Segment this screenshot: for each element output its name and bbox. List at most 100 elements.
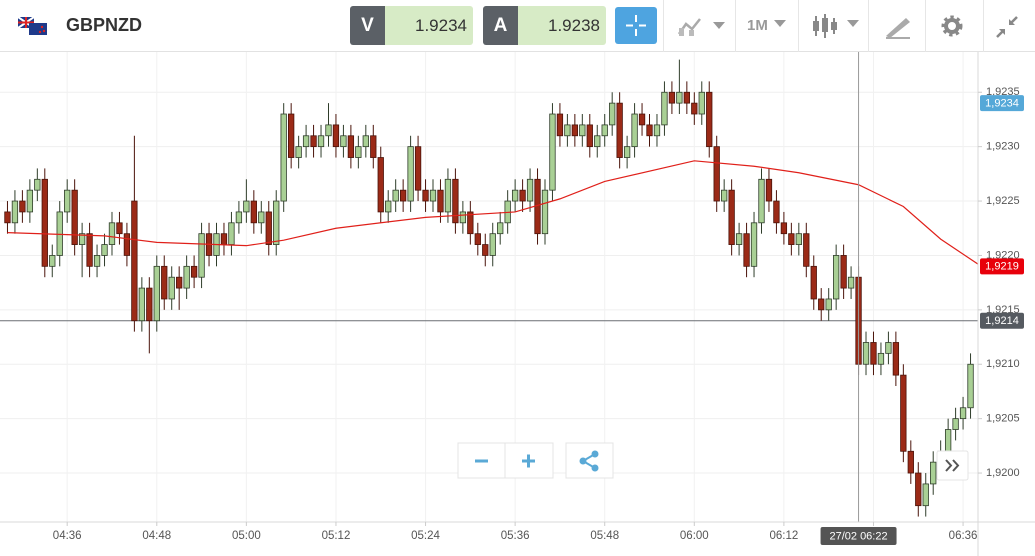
candle-body <box>810 265 817 300</box>
timeframe-button[interactable]: 1M <box>747 17 768 34</box>
candle-body <box>153 265 160 322</box>
draw-button[interactable] <box>884 14 912 40</box>
flag-icon <box>18 17 47 35</box>
chart-type-button[interactable] <box>676 14 728 38</box>
candle-body <box>713 146 720 202</box>
candle-body <box>444 178 452 213</box>
candle-body <box>459 211 467 224</box>
candle-body <box>123 233 131 256</box>
price-tag-label: 1,9219 <box>985 261 1019 273</box>
candle-body <box>922 483 929 507</box>
candle-body <box>877 352 885 365</box>
x-tick-label: 05:12 <box>322 530 351 542</box>
crosshair-label-box <box>820 527 897 545</box>
candle-body <box>452 178 459 224</box>
candle-body <box>108 222 116 245</box>
candle-body <box>915 472 922 507</box>
share-button[interactable] <box>565 442 614 479</box>
candle-body <box>64 189 71 213</box>
candle-body <box>340 135 347 148</box>
candle-body <box>34 178 41 191</box>
candle-body <box>370 135 377 158</box>
candle-body <box>317 135 325 148</box>
candle-body <box>930 461 937 485</box>
candle-body <box>176 276 183 289</box>
candle-body <box>273 200 280 245</box>
candle-body <box>482 244 489 256</box>
axes: 1,92001,92051,92101,92151,92201,92251,92… <box>0 52 1035 556</box>
candle-body <box>668 91 676 104</box>
candle-body <box>93 255 101 267</box>
candle-body <box>310 135 317 148</box>
candle-body <box>243 200 250 213</box>
candle-body <box>78 233 86 245</box>
candle-body <box>41 178 48 267</box>
candle-type-button[interactable] <box>812 12 860 40</box>
crosshair-label: 27/02 06:22 <box>829 530 887 542</box>
candle-body <box>407 146 414 202</box>
x-tick-label: 04:48 <box>142 530 171 542</box>
sell-price[interactable]: 1.9234 <box>385 6 473 45</box>
candle-body <box>944 429 952 452</box>
scroll-right-button[interactable] <box>936 450 969 481</box>
buy-price[interactable]: 1.9238 <box>518 6 606 45</box>
settings-button[interactable] <box>939 13 965 39</box>
candle-body <box>355 146 362 158</box>
candle-body <box>818 298 825 311</box>
candle-body <box>706 91 713 148</box>
separator <box>798 0 799 52</box>
candle-body <box>825 298 832 311</box>
toolbar: GBPNZD V 1.9234 A 1.9238 1M <box>0 0 1035 52</box>
candle-body <box>399 189 407 202</box>
crosshair-button[interactable] <box>615 7 657 44</box>
y-tick-label: 1,9205 <box>986 413 1020 425</box>
collapse-button[interactable] <box>994 14 1020 40</box>
candle-body <box>332 124 340 148</box>
candle-body <box>952 418 959 430</box>
y-tick-label: 1,9210 <box>986 358 1020 370</box>
candle-body <box>892 342 900 376</box>
candle-body <box>422 189 429 202</box>
candle-body <box>437 189 444 213</box>
candle-body <box>631 113 638 148</box>
x-tick-label: 04:36 <box>53 530 82 542</box>
candle-body <box>295 146 302 158</box>
candle-body <box>4 211 11 224</box>
x-tick-label: 06:36 <box>949 530 978 542</box>
candle-body <box>900 374 907 452</box>
x-tick-label: 05:00 <box>232 530 261 542</box>
candle-body <box>803 233 810 267</box>
candle-body <box>302 135 310 148</box>
candle-body <box>511 189 519 202</box>
sell-button[interactable]: V <box>350 6 385 45</box>
separator <box>663 0 664 52</box>
candle-body <box>519 189 526 202</box>
candle-body <box>661 91 668 126</box>
candle-body <box>638 113 646 126</box>
candle-body <box>250 200 257 224</box>
candle-body <box>847 276 855 289</box>
candle-body <box>146 287 153 322</box>
separator <box>735 0 736 52</box>
share-dot <box>591 450 599 458</box>
candle-body <box>347 135 355 158</box>
candle-body <box>116 222 123 235</box>
candle-body <box>101 244 108 256</box>
y-tick-label: 1,9200 <box>986 467 1020 479</box>
separator <box>983 0 984 52</box>
candle-body <box>795 233 802 245</box>
candle-body <box>549 113 556 191</box>
candle-body <box>564 124 571 137</box>
dropdown-arrow <box>774 20 786 27</box>
candle-body <box>541 189 549 235</box>
moving-average-line <box>7 160 978 265</box>
candle-body <box>26 189 34 213</box>
candle-body <box>526 178 534 202</box>
candle-body <box>385 200 392 213</box>
candle-body <box>392 189 399 202</box>
candle-body <box>86 233 93 267</box>
buy-button[interactable]: A <box>483 6 518 45</box>
candle-body <box>429 189 437 202</box>
zoom-out-button[interactable] <box>457 442 506 479</box>
